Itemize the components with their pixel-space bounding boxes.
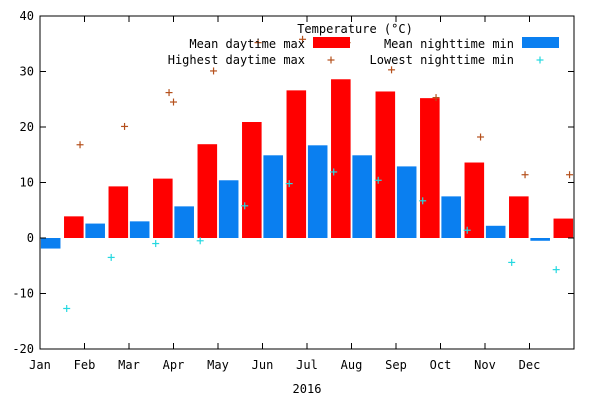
legend-item: Mean daytime max bbox=[189, 37, 350, 51]
point-highest-daytime-max bbox=[76, 141, 84, 149]
point-lowest-nighttime-min bbox=[107, 253, 115, 261]
y-tick-label: 30 bbox=[20, 65, 34, 79]
point-highest-daytime-max bbox=[477, 133, 485, 141]
bar-mean-daytime-max bbox=[375, 91, 396, 238]
bar-mean-nighttime-min bbox=[396, 166, 417, 238]
point-highest-daytime-max bbox=[521, 171, 529, 179]
point-highest-daytime-max bbox=[388, 66, 396, 74]
x-axis: Jan Feb Mar Apr May Jun Jul Aug Sep Oct Nov Dec bbox=[29, 16, 540, 372]
bar-mean-nighttime-min bbox=[441, 196, 461, 238]
y-tick-label: 40 bbox=[20, 9, 34, 23]
x-tick-label: Aug bbox=[341, 358, 363, 372]
bar-mean-nighttime-min bbox=[174, 206, 194, 238]
x-tick-label: Sep bbox=[385, 358, 407, 372]
legend-marker bbox=[536, 56, 544, 64]
bar-mean-daytime-max bbox=[242, 122, 262, 238]
x-tick-label: Jan bbox=[29, 358, 51, 372]
x-tick-label: Feb bbox=[74, 358, 96, 372]
point-lowest-nighttime-min bbox=[63, 304, 71, 312]
legend: Mean daytime max Mean nighttime min Highes… bbox=[168, 37, 559, 67]
point-lowest-nighttime-min bbox=[330, 168, 338, 176]
legend-swatch bbox=[313, 37, 350, 48]
legend-item: Highest daytime max bbox=[168, 53, 335, 67]
bar-mean-daytime-max bbox=[286, 90, 307, 239]
x-tick-label: Dec bbox=[519, 358, 541, 372]
bar-mean-nighttime-min bbox=[485, 225, 506, 238]
x-tick-label: Mar bbox=[118, 358, 140, 372]
bar-mean-nighttime-min bbox=[307, 145, 328, 238]
bar-mean-nighttime-min bbox=[263, 155, 283, 238]
bar-mean-daytime-max bbox=[153, 178, 173, 238]
legend-marker bbox=[327, 56, 335, 64]
legend-label: Mean nighttime min bbox=[384, 37, 514, 51]
point-lowest-nighttime-min bbox=[463, 226, 471, 234]
bars-layer bbox=[40, 79, 574, 249]
bar-mean-daytime-max bbox=[420, 98, 440, 238]
point-highest-daytime-max bbox=[170, 98, 177, 106]
chart-title: Temperature (°C) bbox=[297, 22, 413, 36]
legend-label: Highest daytime max bbox=[168, 53, 305, 67]
point-highest-daytime-max bbox=[210, 67, 218, 75]
point-lowest-nighttime-min bbox=[152, 240, 160, 248]
legend-label: Lowest nighttime min bbox=[370, 53, 515, 67]
y-tick-label: 20 bbox=[20, 120, 34, 134]
x-axis-label: 2016 bbox=[293, 382, 322, 396]
y-axis: -20 -10 0 10 20 30 40 bbox=[12, 9, 574, 356]
bar-mean-daytime-max bbox=[464, 162, 485, 238]
bar-mean-nighttime-min bbox=[85, 223, 105, 238]
bar-mean-daytime-max bbox=[197, 144, 218, 238]
bar-mean-daytime-max bbox=[509, 196, 529, 238]
bar-mean-daytime-max bbox=[64, 216, 84, 238]
x-tick-label: Jul bbox=[296, 358, 318, 372]
point-highest-daytime-max bbox=[566, 171, 574, 179]
y-tick-label: 10 bbox=[20, 176, 34, 190]
bar-mean-daytime-max bbox=[553, 218, 574, 238]
x-tick-label: Nov bbox=[474, 358, 496, 372]
y-tick-label: -20 bbox=[12, 342, 34, 356]
legend-swatch bbox=[522, 37, 559, 48]
point-lowest-nighttime-min bbox=[196, 237, 204, 245]
point-lowest-nighttime-min bbox=[508, 258, 516, 266]
bar-mean-nighttime-min bbox=[218, 180, 239, 238]
point-lowest-nighttime-min bbox=[374, 176, 382, 184]
bar-mean-daytime-max bbox=[108, 186, 129, 238]
point-lowest-nighttime-min bbox=[552, 266, 560, 274]
bar-mean-nighttime-min bbox=[129, 221, 150, 238]
legend-item: Mean nighttime min bbox=[384, 37, 559, 51]
legend-item: Lowest nighttime min bbox=[370, 53, 544, 67]
point-highest-daytime-max bbox=[432, 94, 440, 102]
point-highest-daytime-max bbox=[299, 35, 307, 43]
x-tick-label: Jun bbox=[252, 358, 274, 372]
bar-mean-nighttime-min bbox=[40, 238, 61, 249]
point-highest-daytime-max bbox=[254, 39, 262, 47]
x-tick-label: Apr bbox=[163, 358, 185, 372]
point-lowest-nighttime-min bbox=[241, 202, 249, 210]
bar-mean-daytime-max bbox=[331, 79, 351, 239]
x-tick-label: May bbox=[207, 358, 229, 372]
point-lowest-nighttime-min bbox=[285, 180, 293, 188]
point-highest-daytime-max bbox=[165, 89, 173, 97]
x-tick-label: Oct bbox=[430, 358, 452, 372]
point-lowest-nighttime-min bbox=[419, 197, 427, 205]
legend-label: Mean daytime max bbox=[189, 37, 305, 51]
y-tick-label: -10 bbox=[12, 287, 34, 301]
y-tick-label: 0 bbox=[27, 231, 34, 245]
point-highest-daytime-max bbox=[121, 122, 129, 130]
bar-mean-nighttime-min bbox=[352, 155, 372, 238]
bar-mean-nighttime-min bbox=[530, 238, 550, 241]
